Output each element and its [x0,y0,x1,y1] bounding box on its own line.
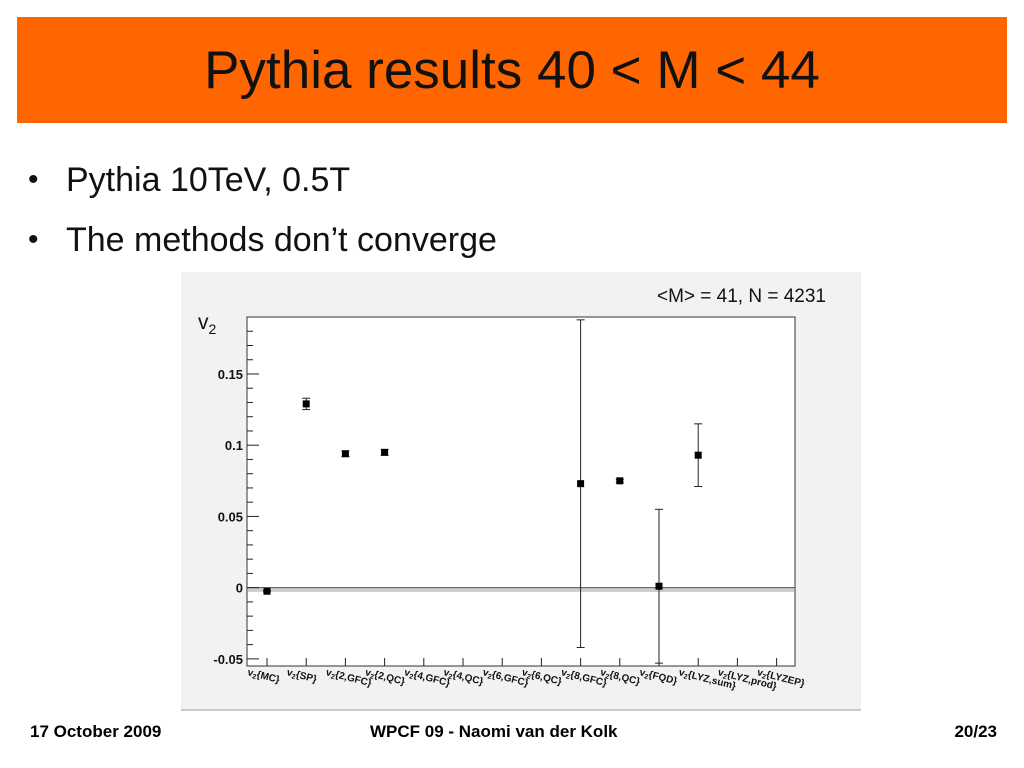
data-point [263,587,271,595]
y-axis-label: v2 [198,311,217,337]
bullet-text: The methods don’t converge [66,221,497,259]
plot-panel: <M> = 41, N = 4231 v2 0.15 0.1 0.05 0 -0.05 … [181,272,861,711]
y-tick-label: 0.05 [218,509,243,524]
x-category-label: v2{MC} [246,667,281,687]
bullet-item: • Pythia 10TeV, 0.5T [28,150,497,210]
y-tick-label: 0.1 [225,438,243,453]
slide-title: Pythia results 40 < M < 44 [204,40,820,100]
bullet-list: • Pythia 10TeV, 0.5T • The methods don’t… [28,150,497,270]
bullet-symbol: • [28,223,39,256]
y-tick-label: 0 [236,581,243,596]
y-tick-label: 0.15 [218,367,243,382]
data-point [694,451,702,459]
y-axis-label-sub: 2 [209,321,217,337]
bullet-symbol: • [28,163,39,196]
y-tick-label: -0.05 [213,652,243,667]
plot-frame [246,316,796,667]
zero-band [248,587,794,592]
y-axis-label-base: v [198,311,209,334]
data-point [655,582,663,590]
data-point [616,477,624,485]
bullet-item: • The methods don’t converge [28,210,497,270]
x-category-label: v2{FQD} [638,667,678,688]
footer-page-number: 20/23 [954,722,997,741]
chart-title: <M> = 41, N = 4231 [657,286,826,307]
v2-chart: <M> = 41, N = 4231 v2 0.150.10.050-0.05 … [198,286,826,693]
data-point [577,480,585,488]
data-point [341,450,349,458]
footer-date: 17 October 2009 [30,722,162,741]
data-point [302,400,310,408]
bullet-text: Pythia 10TeV, 0.5T [66,161,351,199]
data-point [381,448,389,456]
footer-author: WPCF 09 - Naomi van der Kolk [370,722,618,741]
x-category-label: v2{SP} [285,667,318,686]
title-bar: Pythia results 40 < M < 44 [17,17,1007,123]
